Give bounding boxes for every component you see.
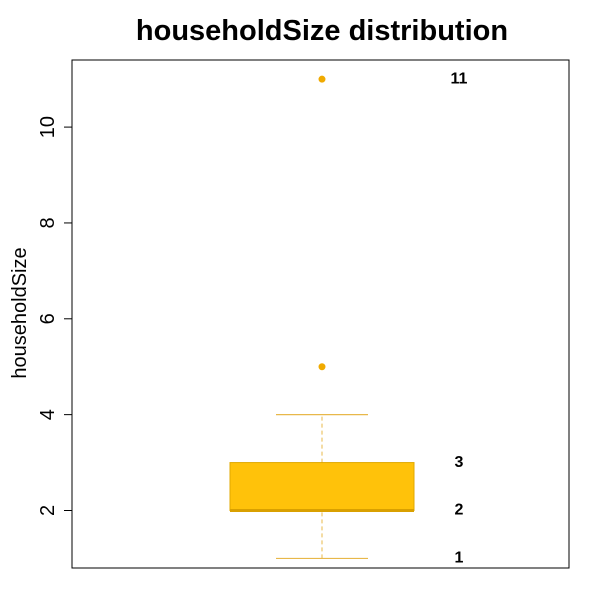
box-layer: [229, 75, 415, 560]
value-labels: 1 2 3 11: [451, 70, 468, 566]
y-tick-label: 6: [37, 313, 59, 324]
chart-title: householdSize distribution: [136, 15, 508, 47]
value-label: 11: [451, 70, 468, 87]
y-tick-label: 10: [37, 116, 59, 138]
y-tick-label: 4: [37, 409, 59, 420]
y-axis-label: householdSize: [9, 247, 31, 378]
y-tick-label: 8: [37, 217, 59, 228]
outlier-point: [318, 363, 326, 371]
outlier-point: [318, 75, 326, 83]
value-label: 2: [455, 502, 464, 519]
value-label: 3: [455, 454, 464, 471]
y-axis: 2 4 6 8 10: [37, 116, 73, 516]
y-tick-label: 2: [37, 505, 59, 516]
value-label: 1: [455, 550, 464, 567]
box-iqr: [229, 462, 415, 511]
